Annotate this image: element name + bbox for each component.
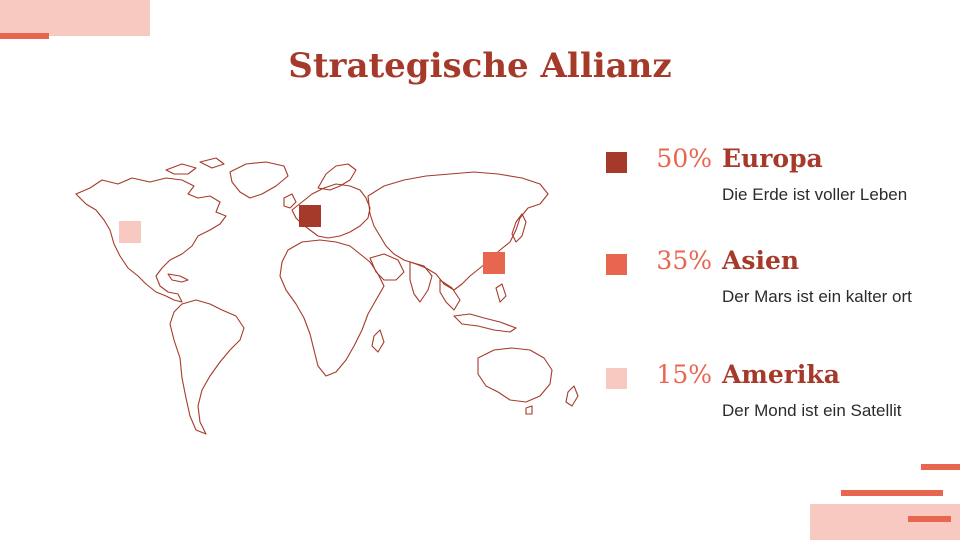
legend-description-asien: Der Mars ist ein kalter ort [722, 287, 912, 306]
page-title: Strategische Allianz [288, 46, 672, 86]
world-map [70, 150, 590, 440]
decor-top-left-block [0, 0, 150, 36]
map-japan [511, 213, 527, 243]
decor-bottom-right-line [921, 464, 960, 470]
legend-swatch-europa [606, 152, 627, 173]
map-europe [291, 183, 371, 239]
map-marker-asien [483, 252, 505, 274]
map-southeast-asia [439, 279, 461, 311]
legend-percent-amerika: 15% [656, 360, 712, 389]
decor-top-left-line [0, 33, 49, 39]
legend-name-europa: Europa [722, 144, 823, 173]
map-greenland [229, 161, 289, 199]
map-tasmania [525, 405, 533, 415]
legend-name-amerika: Amerika [722, 360, 840, 389]
map-asia [367, 171, 549, 291]
legend-swatch-amerika [606, 368, 627, 389]
legend-swatch-asien [606, 254, 627, 275]
map-scandinavia [317, 163, 357, 191]
map-arabia [369, 253, 405, 281]
map-indonesia [453, 313, 517, 333]
map-south-america [169, 299, 245, 435]
decor-bottom-right-line [908, 516, 951, 522]
legend-description-europa: Die Erde ist voller Leben [722, 185, 908, 204]
map-british-isles [283, 193, 297, 209]
legend-percent-asien: 35% [656, 246, 712, 275]
legend-name-asien: Asien [722, 246, 800, 275]
map-australia [477, 347, 553, 403]
map-arctic-islands [165, 157, 225, 175]
map-north-america [75, 177, 227, 303]
world-map-outline [75, 157, 579, 435]
map-marker-amerika [119, 221, 141, 243]
map-philippines [495, 283, 507, 303]
map-marker-europa [299, 205, 321, 227]
decor-bottom-right-block [810, 504, 960, 540]
map-madagascar [371, 329, 385, 353]
map-india [409, 261, 433, 303]
map-caribbean [167, 273, 189, 283]
map-africa [279, 239, 385, 377]
legend-percent-europa: 50% [656, 144, 712, 173]
decor-bottom-right-line [841, 490, 943, 496]
legend-description-amerika: Der Mond ist ein Satellit [722, 401, 902, 420]
map-new-zealand [565, 385, 579, 407]
